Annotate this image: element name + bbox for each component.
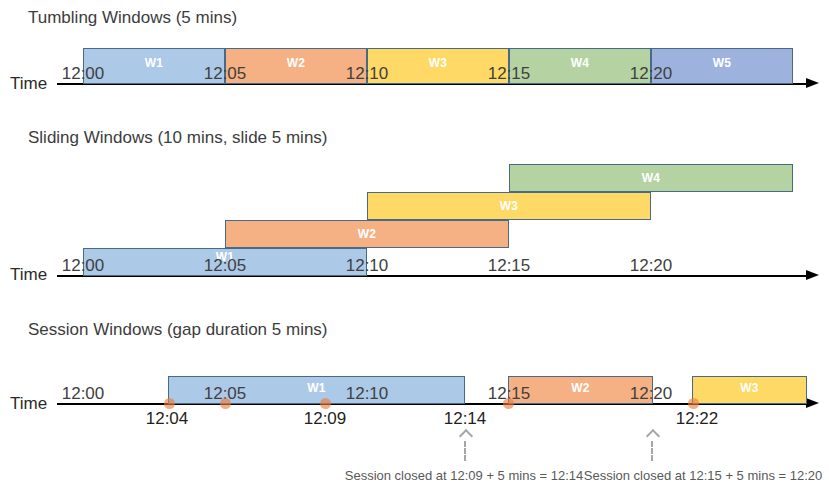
- sliding-tick-1210: 12:10: [346, 256, 389, 275]
- tumbling-tick-1220: 12:20: [630, 64, 673, 83]
- tumbling-section-title: Tumbling Windows (5 mins): [28, 8, 237, 28]
- event-time-label-1222: 12:22: [676, 409, 719, 428]
- tumbling-tick-1200: 12:00: [62, 64, 105, 83]
- window-label: W3: [740, 381, 759, 395]
- window-label: W2: [287, 56, 306, 70]
- event-dot-1215: [503, 398, 514, 409]
- session-close-arrow-up-icon: [459, 429, 473, 443]
- session-time-axis-label: Time: [10, 394, 47, 413]
- tumbling-axis-arrowhead-icon: [806, 78, 819, 88]
- window-label: W1: [145, 56, 164, 70]
- session-close-arrow-stem: [464, 441, 466, 461]
- sliding-axis-arrowhead-icon: [806, 270, 819, 280]
- sliding-tick-1205: 12:05: [204, 256, 247, 275]
- window-label: W3: [500, 199, 519, 213]
- sliding-tick-1200: 12:00: [62, 256, 105, 275]
- sliding-window-w4: W4: [509, 164, 793, 192]
- session-close-annotation-2: Session closed at 12:15 + 5 mins = 12:20: [584, 468, 823, 484]
- window-label: W4: [571, 56, 590, 70]
- window-label: W2: [571, 381, 590, 395]
- session-tick-1200: 12:00: [62, 384, 105, 403]
- event-time-label-1204: 12:04: [146, 409, 189, 428]
- session-close-arrow-stem: [651, 441, 653, 461]
- session-tick-1220: 12:20: [630, 384, 673, 403]
- tumbling-window-w5: W5: [651, 48, 793, 84]
- window-label: W2: [358, 227, 377, 241]
- window-label: W5: [713, 56, 732, 70]
- sliding-tick-1215: 12:15: [488, 256, 531, 275]
- sliding-section-title: Sliding Windows (10 mins, slide 5 mins): [28, 128, 328, 148]
- tumbling-tick-1205: 12:05: [204, 64, 247, 83]
- session-tick-1210: 12:10: [346, 384, 389, 403]
- tumbling-tick-1210: 12:10: [346, 64, 389, 83]
- event-dot-1222: [688, 398, 699, 409]
- sliding-window-w3: W3: [367, 192, 651, 220]
- session-close-arrow-up-icon: [646, 429, 660, 443]
- tumbling-time-axis-label: Time: [10, 74, 47, 93]
- session-section-title: Session Windows (gap duration 5 mins): [28, 320, 328, 340]
- windowing-strategies-diagram: Tumbling Windows (5 mins) W1 W2 W3 W4 W5…: [0, 0, 829, 498]
- session-close-annotation-1: Session closed at 12:09 + 5 mins = 12:14: [345, 468, 584, 484]
- sliding-tick-1220: 12:20: [630, 256, 673, 275]
- window-label: W3: [429, 56, 448, 70]
- sliding-time-axis-label: Time: [10, 265, 47, 284]
- event-dot-1204: [164, 398, 175, 409]
- event-time-label-1209: 12:09: [304, 409, 347, 428]
- window-label: W1: [307, 381, 326, 395]
- sliding-window-w2: W2: [225, 220, 509, 248]
- event-dot-1205: [220, 398, 231, 409]
- window-label: W4: [642, 171, 661, 185]
- event-time-label-1214: 12:14: [444, 409, 487, 428]
- session-window-w3: W3: [692, 376, 807, 404]
- tumbling-tick-1215: 12:15: [488, 64, 531, 83]
- event-dot-1209: [320, 398, 331, 409]
- session-axis-arrowhead-icon: [806, 398, 819, 408]
